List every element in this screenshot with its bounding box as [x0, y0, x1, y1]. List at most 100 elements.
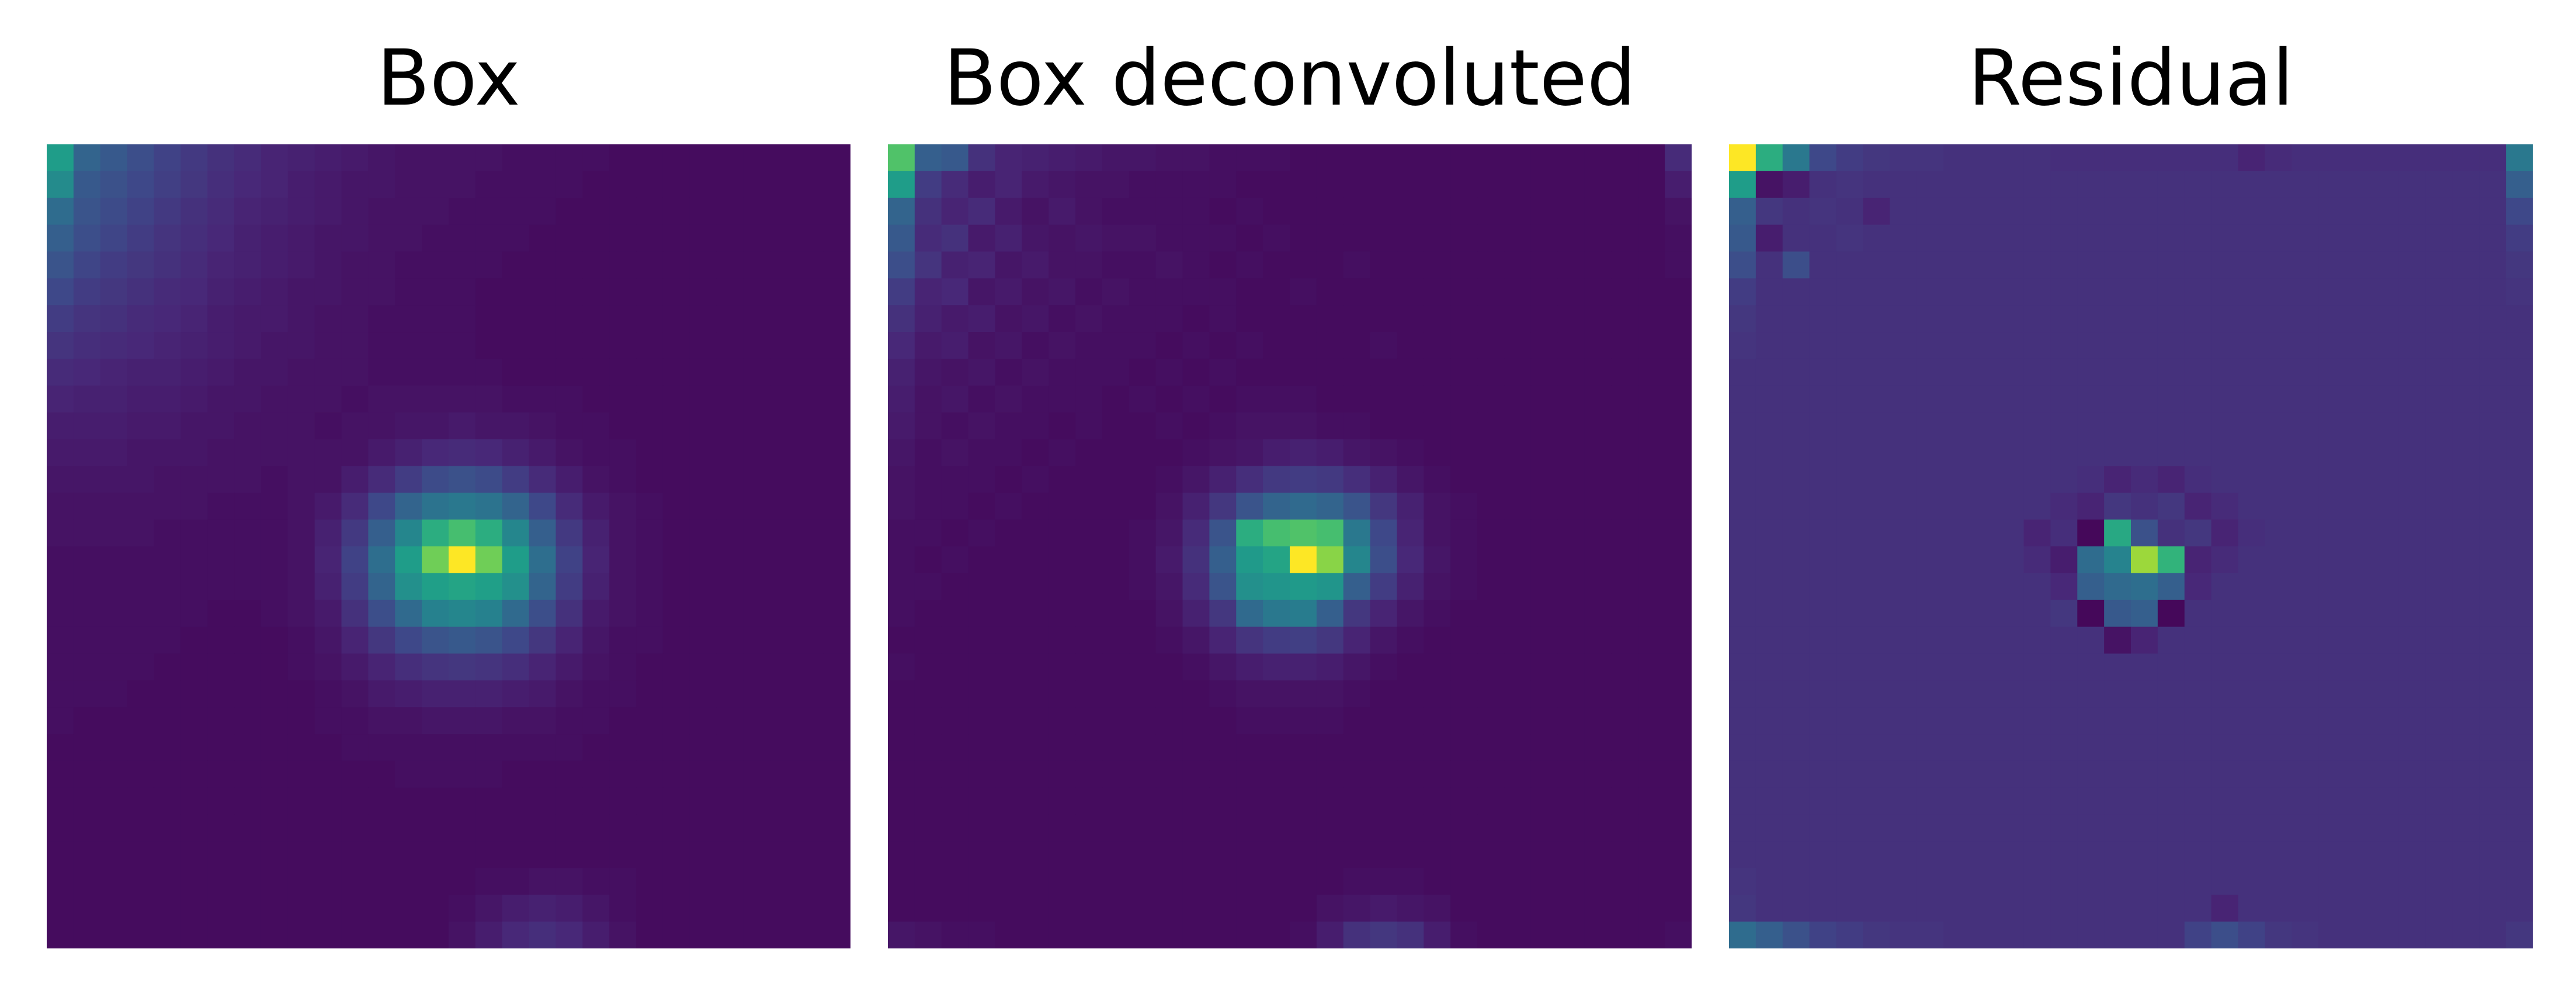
heatmap-cell: [1075, 385, 1103, 413]
heatmap-cell: [2372, 787, 2400, 815]
heatmap-cell: [1075, 895, 1103, 922]
heatmap-cell: [582, 573, 610, 601]
heatmap-cell: [2023, 171, 2051, 199]
heatmap-cell: [941, 224, 969, 252]
heatmap-cell: [127, 171, 155, 199]
heatmap-cell: [1129, 466, 1157, 493]
heatmap-cell: [2050, 922, 2078, 948]
heatmap-cell: [1665, 198, 1692, 226]
heatmap-cell: [662, 573, 690, 601]
heatmap-cell: [1863, 680, 1890, 708]
heatmap-cell: [502, 171, 530, 199]
heatmap-cell: [2104, 895, 2131, 922]
heatmap-cell: [824, 198, 850, 226]
heatmap-cell: [314, 171, 342, 199]
heatmap-cell: [1129, 144, 1157, 172]
heatmap-cell: [1638, 278, 1665, 306]
heatmap-cell: [475, 734, 503, 761]
heatmap-cell: [1263, 519, 1290, 547]
heatmap-cell: [47, 224, 74, 252]
heatmap-cell: [1370, 144, 1398, 172]
heatmap-cell: [2184, 493, 2212, 520]
heatmap-cell: [2372, 653, 2400, 681]
heatmap-cell: [180, 600, 208, 628]
heatmap-cell: [1477, 439, 1505, 466]
heatmap-cell: [1504, 787, 1532, 815]
heatmap-cell: [1530, 385, 1558, 413]
heatmap-cell: [1049, 600, 1076, 628]
heatmap-cell: [2479, 922, 2506, 948]
heatmap-cell: [368, 493, 395, 520]
heatmap-cell: [47, 814, 74, 842]
heatmap-cell: [2157, 868, 2185, 895]
heatmap-cell: [1809, 922, 1837, 948]
heatmap-cell: [797, 144, 824, 172]
heatmap-cell: [1997, 760, 2025, 788]
heatmap-cell: [662, 251, 690, 279]
heatmap-cell: [824, 707, 850, 735]
heatmap-cell: [1075, 546, 1103, 574]
heatmap-cell: [1638, 841, 1665, 868]
heatmap-cell: [287, 868, 315, 895]
heatmap-cell: [261, 439, 289, 466]
heatmap-cell: [1638, 600, 1665, 628]
heatmap-cell: [995, 493, 1022, 520]
heatmap-cell: [1530, 626, 1558, 654]
heatmap-cell: [395, 224, 422, 252]
heatmap-cell: [341, 466, 369, 493]
heatmap-cell: [1290, 224, 1317, 252]
heatmap-cell: [1424, 922, 1451, 948]
heatmap-cell: [1997, 546, 2025, 574]
heatmap-cell: [261, 144, 289, 172]
heatmap-cell: [422, 305, 449, 333]
heatmap-cell: [1782, 144, 1810, 172]
heatmap-cell: [995, 251, 1022, 279]
heatmap-cell: [502, 198, 530, 226]
heatmap-cell: [261, 868, 289, 895]
heatmap-cell: [1022, 439, 1049, 466]
heatmap-cell: [689, 144, 717, 172]
heatmap-cell: [73, 868, 101, 895]
heatmap-cell: [100, 332, 128, 359]
heatmap-cell: [2372, 519, 2400, 547]
heatmap-cell: [1638, 144, 1665, 172]
heatmap-cell: [1155, 385, 1183, 413]
heatmap-cell: [1022, 707, 1049, 735]
heatmap-cell: [1343, 760, 1371, 788]
heatmap-cell: [475, 385, 503, 413]
heatmap-cell: [1450, 493, 1478, 520]
heatmap-cell: [941, 653, 969, 681]
heatmap-cell: [1943, 922, 1971, 948]
heatmap-cell: [609, 144, 637, 172]
heatmap-cell: [287, 224, 315, 252]
heatmap-cell: [1102, 493, 1130, 520]
heatmap-cell: [609, 680, 637, 708]
heatmap-cell: [636, 412, 664, 440]
heatmap-cell: [1102, 814, 1130, 842]
heatmap-cell: [2184, 546, 2212, 574]
heatmap-cell: [1782, 251, 1810, 279]
heatmap-cell: [609, 519, 637, 547]
heatmap-cell: [968, 626, 996, 654]
heatmap-cell: [1557, 868, 1585, 895]
heatmap-cell: [314, 707, 342, 735]
heatmap-cell: [1477, 787, 1505, 815]
heatmap-cell: [529, 787, 557, 815]
heatmap-cell: [1022, 895, 1049, 922]
heatmap-cell: [1943, 573, 1971, 601]
heatmap-cell: [941, 814, 969, 842]
heatmap-cell: [2131, 385, 2158, 413]
heatmap-cell: [1890, 760, 1917, 788]
heatmap-cell: [556, 546, 583, 574]
heatmap-cell: [556, 680, 583, 708]
heatmap-cell: [914, 573, 942, 601]
heatmap-cell: [556, 760, 583, 788]
heatmap-cell: [2104, 734, 2131, 761]
heatmap-cell: [395, 493, 422, 520]
heatmap-cell: [529, 144, 557, 172]
heatmap-cell: [529, 493, 557, 520]
heatmap-cell: [824, 760, 850, 788]
heatmap-cell: [47, 895, 74, 922]
heatmap-cell: [47, 841, 74, 868]
heatmap-cell: [1809, 760, 1837, 788]
